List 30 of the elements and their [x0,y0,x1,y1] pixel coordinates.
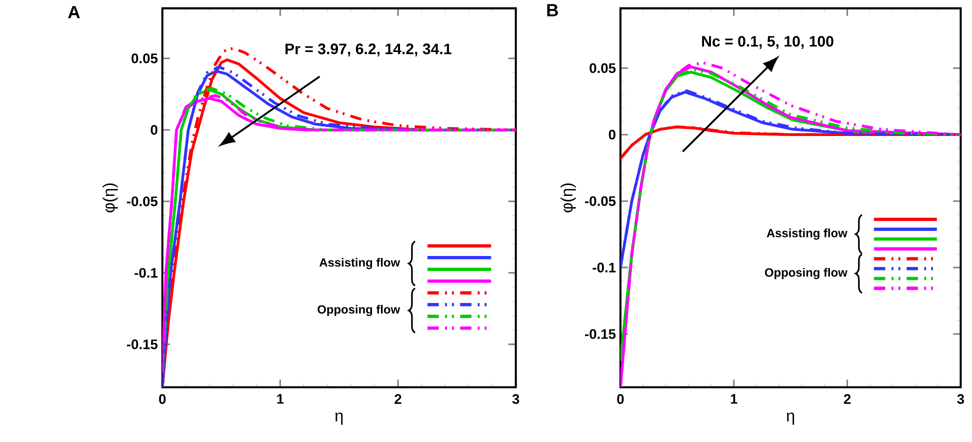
y-tick-label: -0.1 [134,268,158,278]
x-tick-label: 0 [159,394,166,404]
annotation: Assisting flow [766,228,848,240]
x-tick-label: 3 [512,394,520,404]
y-tick-label: -0.15 [126,339,158,350]
x-tick-label: 2 [394,394,402,404]
chart-title: B [547,4,558,16]
x-tick-label: 2 [844,394,851,404]
x-axis-title: η [335,412,343,425]
x-tick-label: 0 [617,394,624,404]
annotation: Pr = 3.97, 6.2, 14.2, 34.1 [286,44,452,56]
y-tick-label: -0.1 [592,262,616,273]
annotation: Nc = 0.1, 5, 10, 100 [702,36,834,49]
chart-title: A [68,6,80,18]
annotation: Opposing flow [318,304,400,316]
x-tick-label: 1 [730,394,738,404]
y-tick-label: -0.15 [585,329,616,339]
y-tick-label: -0.05 [126,196,158,206]
annotation: Assisting flow [319,258,400,270]
y-tick-label: 0 [150,125,158,135]
y-tick-label: 0.05 [590,63,616,74]
y-tick-label: -0.05 [585,196,616,206]
x-tick-label: 1 [277,394,284,404]
y-axis-title: φ(η) [102,184,118,212]
x-tick-label: 3 [957,394,964,404]
y-tick-label: 0.05 [132,54,158,64]
y-tick-label: 0 [608,130,616,140]
annotation: Opposing flow [764,268,848,280]
x-axis-title: η [786,412,794,425]
y-axis-title: φ(η) [560,184,576,212]
